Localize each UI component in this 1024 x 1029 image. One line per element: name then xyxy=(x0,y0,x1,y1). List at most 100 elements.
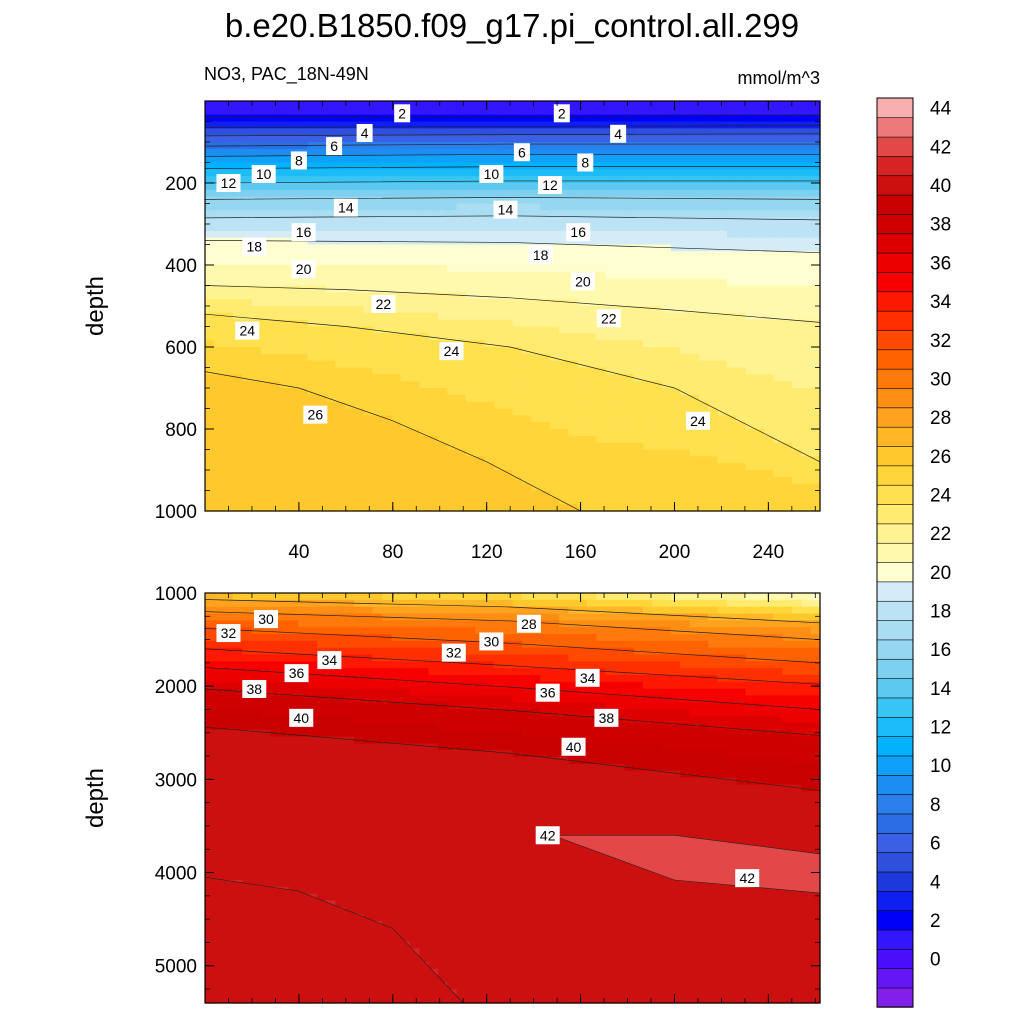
upper-cell xyxy=(773,463,784,471)
lower-cell xyxy=(260,811,271,820)
upper-cell xyxy=(642,237,653,246)
upper-cell xyxy=(437,107,448,116)
lower-cell xyxy=(307,729,318,738)
upper-cell xyxy=(214,107,225,116)
lower-cell xyxy=(326,784,337,792)
upper-cell xyxy=(745,107,756,116)
upper-cell xyxy=(335,470,346,478)
upper-cell xyxy=(288,401,299,410)
upper-cell xyxy=(279,107,290,116)
upper-cell xyxy=(605,326,616,334)
upper-cell xyxy=(335,347,346,355)
upper-cell xyxy=(298,442,309,451)
upper-cell xyxy=(596,265,607,273)
upper-cell xyxy=(214,497,225,505)
upper-cell xyxy=(242,162,253,170)
upper-cell xyxy=(335,367,346,375)
upper-cell xyxy=(335,155,346,164)
upper-cell xyxy=(475,319,486,328)
lower-cell xyxy=(260,818,271,826)
upper-cell xyxy=(419,381,430,389)
lower-cell xyxy=(335,729,346,738)
upper-cell xyxy=(596,442,607,451)
upper-cell xyxy=(764,374,775,382)
upper-cell xyxy=(344,217,355,225)
upper-cell xyxy=(456,114,467,123)
upper-cell xyxy=(465,422,476,430)
upper-cell xyxy=(717,176,728,184)
upper-cell xyxy=(372,217,383,225)
upper-cell xyxy=(736,374,747,382)
upper-cell xyxy=(400,162,411,170)
upper-cell xyxy=(717,360,728,369)
upper-cell xyxy=(801,114,812,123)
upper-cell xyxy=(531,497,542,505)
upper-cell xyxy=(736,148,747,157)
lower-cell xyxy=(307,647,318,656)
upper-cell xyxy=(363,244,374,252)
upper-cell xyxy=(531,401,542,410)
upper-cell xyxy=(587,128,597,136)
upper-cell xyxy=(615,463,625,471)
upper-cell xyxy=(717,114,728,123)
upper-cell xyxy=(456,360,467,369)
upper-cell xyxy=(391,476,402,485)
lower-cell xyxy=(279,791,290,799)
lower-cell xyxy=(307,818,318,826)
upper-cell xyxy=(559,224,570,232)
upper-cell xyxy=(708,217,719,225)
upper-cell xyxy=(456,285,467,293)
upper-cell xyxy=(363,306,374,314)
lower-cell xyxy=(242,859,253,867)
upper-cell xyxy=(773,388,784,396)
upper-cell xyxy=(251,265,262,273)
upper-cell xyxy=(391,326,402,334)
upper-cell xyxy=(503,162,514,170)
upper-cell xyxy=(260,456,271,464)
upper-cell xyxy=(288,278,299,287)
lower-cell xyxy=(251,804,262,813)
upper-cell xyxy=(400,285,411,293)
upper-cell xyxy=(661,360,672,369)
upper-cell xyxy=(698,353,709,362)
upper-cell xyxy=(354,217,365,225)
upper-cell xyxy=(652,333,663,341)
upper-cell xyxy=(540,162,551,170)
lower-cell xyxy=(316,695,327,703)
upper-cell xyxy=(801,210,812,218)
upper-cell xyxy=(736,353,747,362)
upper-cell xyxy=(661,189,672,198)
upper-cell xyxy=(726,101,737,109)
upper-cell xyxy=(354,285,365,293)
upper-cell xyxy=(680,278,691,287)
upper-cell xyxy=(792,381,802,389)
upper-cell xyxy=(363,148,374,157)
upper-cell xyxy=(205,415,215,423)
upper-cell xyxy=(754,504,765,512)
upper-cell xyxy=(344,271,355,280)
lower-cell xyxy=(251,873,262,881)
upper-cell xyxy=(792,142,802,150)
lower-cell xyxy=(223,654,234,662)
upper-cell xyxy=(801,162,812,170)
upper-cell xyxy=(596,258,607,266)
lower-cell xyxy=(270,757,281,765)
upper-cell xyxy=(251,381,262,389)
upper-cell xyxy=(307,483,318,492)
upper-cell xyxy=(493,394,504,403)
upper-cell xyxy=(456,401,467,410)
upper-cell xyxy=(251,340,262,348)
upper-cell xyxy=(298,449,309,457)
upper-cell xyxy=(242,101,253,109)
upper-contour-label: 20 xyxy=(570,272,595,291)
lower-cell xyxy=(205,620,215,628)
upper-cell xyxy=(745,224,756,232)
figure-title: b.e20.B1850.f09_g17.pi_control.all.299 xyxy=(225,7,799,44)
upper-cell xyxy=(754,155,765,164)
upper-cell xyxy=(717,101,728,109)
upper-cell xyxy=(437,435,448,444)
upper-cell xyxy=(754,148,765,157)
upper-cell xyxy=(512,196,523,205)
lower-cell xyxy=(326,852,337,861)
upper-cell xyxy=(475,422,486,430)
